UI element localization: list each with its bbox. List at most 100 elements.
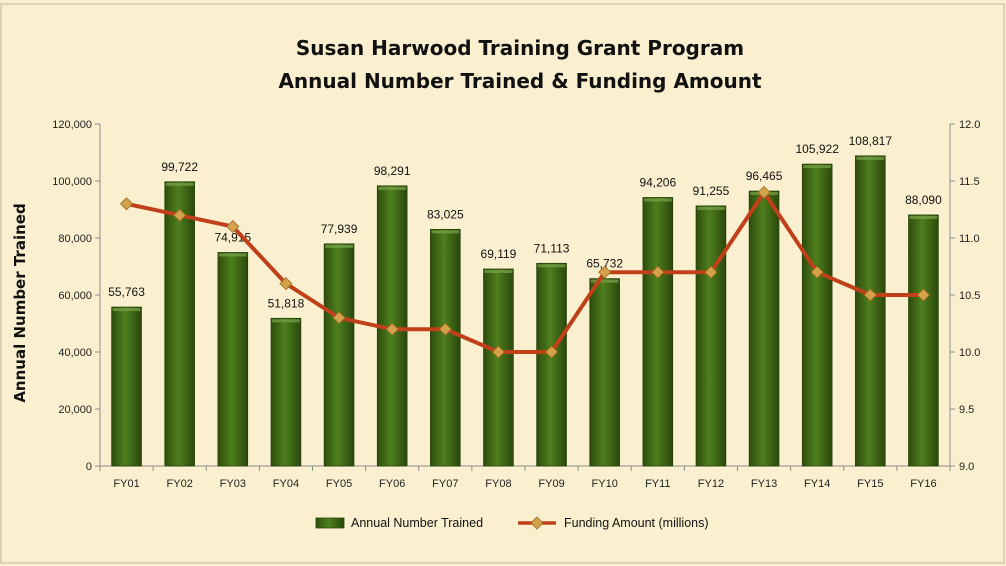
y2-axis-ticks: 9.0 9.5 10.0 10.5 11.0 11.5 12.0 [950,119,980,473]
y2-tick-label: 10.0 [959,347,980,359]
bar-data-labels: 55,76399,72274,91551,81877,93998,29183,0… [108,134,942,310]
bar-data-label: 83,025 [427,207,464,221]
bar [801,163,833,467]
funding-point [810,265,824,279]
bar-data-label: 91,255 [693,184,730,198]
bar-top-highlight [431,230,460,234]
bar [111,306,142,467]
funding-point [385,322,399,336]
funding-point [704,265,718,279]
y2-tick-label: 11.0 [959,233,980,245]
x-tick-label: FY04 [273,478,299,490]
bar-data-label: 55,763 [108,285,145,299]
funding-point [332,311,346,325]
bar-data-label: 51,818 [268,296,305,310]
bar-data-label: 108,817 [849,134,893,148]
bar-data-label: 69,119 [481,247,517,261]
bar [270,317,302,467]
bar [536,262,567,467]
bar-top-highlight [484,270,513,274]
y-tick-label: 60,000 [58,290,92,302]
x-tick-label: FY12 [698,478,724,490]
funding-point [598,265,612,279]
y-tick-label: 20,000 [58,404,92,416]
bar-data-label: 99,722 [161,160,198,174]
line-series [119,185,931,359]
x-tick-label: FY10 [592,478,618,490]
funding-point [438,322,452,336]
funding-point [863,288,877,302]
bar-top-highlight [165,182,194,186]
x-tick-label: FY08 [485,478,511,490]
funding-point [279,277,293,291]
bar-data-label: 96,465 [746,169,783,183]
funding-point [757,185,771,199]
funding-point [651,265,665,279]
chart-title-line2: Annual Number Trained & Funding Amount [278,69,762,93]
bar-series [111,155,939,467]
bar [164,181,195,467]
y-axis-title: Annual Number Trained [11,203,29,402]
x-tick-label: FY05 [326,478,352,490]
legend-bar-swatch [315,517,345,529]
x-tick-label: FY11 [645,478,670,490]
funding-point [173,208,187,222]
bar-top-highlight [218,253,247,257]
funding-point [544,345,559,359]
bar [323,243,355,467]
y2-tick-label: 12.0 [959,119,980,131]
x-tick-label: FY01 [113,478,139,490]
bar [908,214,939,467]
y2-tick-label: 9.5 [959,404,974,416]
x-axis-ticks: FY01 FY02 FY03 FY04 FY05 FY06 FY07 FY08 FY09 FY10… [99,466,951,490]
bar-top-highlight [856,156,885,160]
bar-top-highlight [272,319,300,323]
x-tick-label: FY03 [220,478,246,490]
funding-point [916,288,931,302]
x-tick-label: FY13 [751,478,777,490]
bar-top-highlight [537,264,566,268]
y-tick-label: 0 [86,461,92,473]
bar-top-highlight [909,215,938,219]
x-tick-label: FY14 [804,478,830,490]
legend-line-marker [530,516,544,530]
bar [217,252,249,467]
y2-tick-label: 10.5 [959,290,980,302]
bar-data-label: 77,939 [321,222,358,236]
y-tick-label: 100,000 [52,176,92,188]
chart-title-line1: Susan Harwood Training Grant Program [296,36,744,60]
bar [483,268,514,467]
funding-point [119,197,134,211]
bar [855,155,886,467]
y-tick-label: 120,000 [52,119,92,131]
x-tick-label: FY06 [379,478,405,490]
bar-data-label: 105,922 [795,142,839,156]
x-tick-label: FY16 [910,478,936,490]
bar-data-label: 71,113 [534,241,570,255]
bar-data-label: 98,291 [374,164,411,178]
y2-tick-label: 9.0 [959,461,974,473]
bar-top-highlight [643,198,672,202]
funding-line [126,190,924,354]
bar-top-highlight [112,308,141,312]
x-tick-label: FY15 [857,478,883,490]
legend-line-label: Funding Amount (millions) [564,516,709,530]
x-tick-label: FY02 [167,478,193,490]
chart-border [0,3,1005,564]
bar [695,205,727,467]
bar-data-label: 65,732 [586,257,623,271]
legend: Annual Number Trained Funding Amount (mi… [315,516,709,530]
bar [430,228,461,467]
bar-top-highlight [697,206,725,210]
bar-top-highlight [325,244,353,248]
bar [748,190,780,467]
y-axis-ticks: 0 20,000 40,000 60,000 80,000 100,000 120,000 [52,119,100,473]
bar-top-highlight [590,279,619,283]
y-tick-label: 40,000 [58,347,92,359]
y-tick-label: 80,000 [58,233,92,245]
funding-point [491,345,506,359]
y2-tick-label: 11.5 [959,176,980,188]
bar [642,197,674,467]
